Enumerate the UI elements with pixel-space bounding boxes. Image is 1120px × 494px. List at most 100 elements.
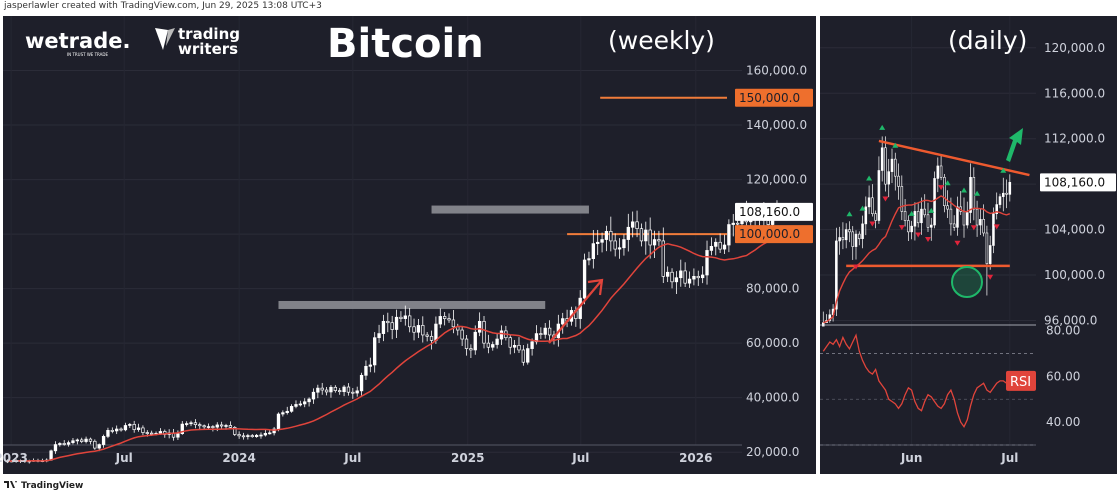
chart-title: Bitcoin	[327, 21, 484, 67]
level-label-100000-bg	[735, 225, 813, 244]
buy-signal-marker	[961, 187, 967, 193]
buy-signal-marker	[974, 190, 981, 196]
daily-candle	[880, 147, 884, 171]
buy-signal-marker	[908, 210, 915, 216]
level-label-100000: 100,000.0	[739, 227, 800, 241]
level-label-150000: 150,000.0	[739, 91, 800, 105]
weekly-candle	[66, 442, 71, 445]
weekly-candle	[582, 259, 587, 299]
weekly-candle	[132, 424, 136, 430]
weekly-candle	[631, 221, 635, 228]
buy-signal-marker	[944, 180, 951, 186]
weekly-candle	[399, 316, 403, 319]
weekly-candle	[233, 427, 237, 435]
daily-candle	[910, 225, 913, 233]
weekly-candle	[390, 322, 394, 330]
weekly-candle	[88, 438, 93, 442]
weekly-candle	[101, 436, 106, 445]
rsi-badge-bg	[1006, 370, 1036, 391]
daily-panel	[820, 16, 1117, 474]
weekly-candle	[731, 222, 735, 225]
weekly-candle	[62, 443, 66, 445]
daily-candle	[864, 206, 868, 225]
daily-candle	[1001, 192, 1005, 197]
weekly-candle	[727, 224, 731, 246]
weekly-candle	[687, 278, 692, 284]
weekly-candle	[696, 276, 700, 279]
daily-candle	[923, 208, 927, 216]
weekly-candle	[346, 386, 351, 393]
weekly-candle	[543, 327, 547, 335]
weekly-candle	[254, 434, 259, 438]
weekly-candle	[268, 432, 272, 435]
sell-signal-marker	[898, 225, 905, 231]
daily-y-tick-label: 120,000.0	[1044, 41, 1105, 55]
daily-candle	[861, 223, 864, 239]
weekly-candle	[263, 433, 268, 436]
daily-candle	[841, 237, 845, 241]
daily-candle	[985, 232, 989, 264]
rsi-pane: RSI	[820, 353, 1036, 446]
weekly-candle	[604, 231, 609, 240]
daily-candle	[982, 219, 985, 234]
trading-writers-logo: trading writers	[155, 25, 240, 58]
weekly-candle	[617, 247, 622, 250]
trendline-resistance	[878, 139, 1030, 177]
weekly-candle	[609, 231, 613, 242]
rsi-y-tick-label: 80.00	[1046, 324, 1080, 338]
weekly-candle	[289, 406, 294, 412]
weekly-x-axis: 2023 Jul 2024 Jul 2025 Jul 2026	[0, 451, 712, 465]
daily-candles	[821, 136, 1012, 327]
weekly-candle	[298, 403, 303, 406]
weekly-candle	[281, 412, 285, 415]
daily-candle	[979, 219, 982, 226]
weekly-x-tick-label: 2025	[451, 451, 484, 465]
weekly-moving-average	[7, 233, 778, 462]
weekly-candle	[377, 333, 381, 339]
weekly-candle	[84, 438, 88, 442]
daily-y-tick-label: 104,000.0	[1044, 223, 1105, 237]
weekly-candle	[386, 320, 390, 324]
weekly-candle	[561, 318, 565, 325]
weekly-candle	[766, 220, 770, 225]
weekly-candle	[136, 427, 141, 430]
weekly-candle	[714, 241, 718, 247]
resistance-zone	[278, 300, 546, 309]
weekly-candle	[53, 444, 58, 452]
daily-candle	[936, 165, 940, 179]
weekly-candle	[674, 277, 679, 283]
sell-signal-marker	[938, 185, 945, 191]
daily-candle	[907, 220, 910, 233]
daily-candle	[857, 233, 861, 239]
buy-signal-marker	[846, 211, 853, 217]
daily-x-tick-label: Jun	[900, 451, 923, 465]
weekly-candle	[661, 240, 665, 277]
weekly-candle	[311, 391, 316, 400]
svg-text:wetrade.: wetrade.	[25, 29, 130, 53]
weekly-candle	[58, 443, 62, 445]
weekly-x-tick-label: Jul	[571, 451, 589, 465]
weekly-x-tick-label: 2023	[0, 451, 28, 465]
weekly-candle	[412, 326, 416, 333]
daily-candle	[926, 214, 930, 228]
weekly-candle	[115, 428, 119, 432]
weekly-candle	[429, 335, 434, 341]
weekly-candle	[241, 435, 246, 438]
weekly-panel	[3, 16, 816, 474]
weekly-candle	[718, 241, 722, 250]
weekly-candle	[93, 440, 97, 449]
weekly-x-tick-label: Jul	[343, 451, 361, 465]
daily-candle	[929, 224, 933, 228]
weekly-candle	[526, 348, 530, 363]
buy-signal-marker	[866, 175, 873, 181]
weekly-candle	[709, 246, 714, 251]
daily-subtitle: (daily)	[948, 26, 1027, 55]
weekly-candle	[320, 387, 324, 391]
weekly-candle	[491, 344, 495, 348]
weekly-candle	[250, 435, 254, 438]
daily-candle	[874, 213, 877, 221]
weekly-candle	[276, 413, 281, 430]
daily-candle	[848, 229, 851, 233]
daily-candle	[956, 206, 959, 228]
daily-candle	[972, 177, 976, 210]
